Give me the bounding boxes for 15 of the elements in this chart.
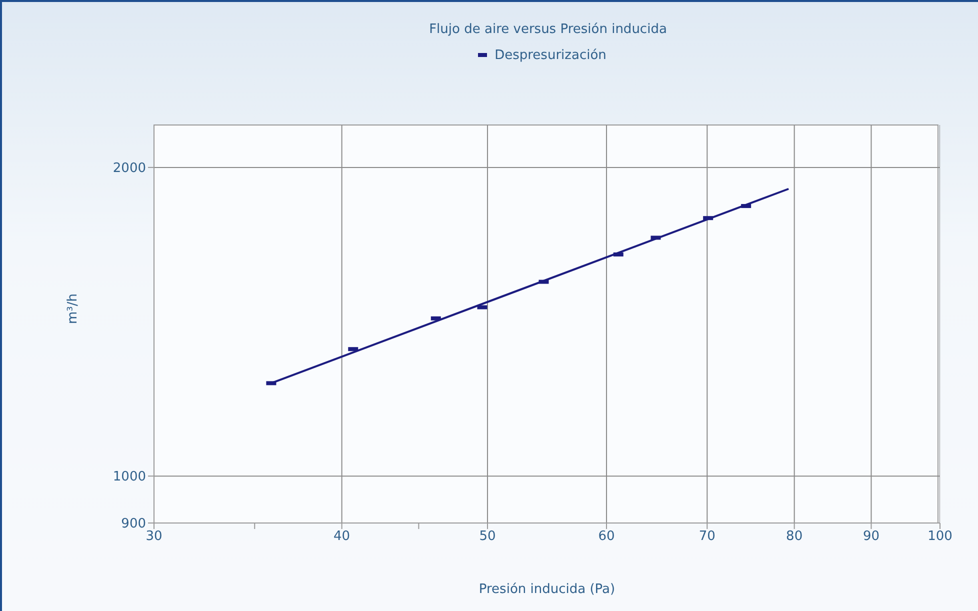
x-axis-title: Presión inducida (Pa)	[478, 582, 616, 597]
x-tick-label: 60	[598, 529, 615, 544]
x-tick-label: 90	[862, 529, 880, 544]
chart-title: Flujo de aire versus Presión inducida	[428, 22, 668, 37]
y-tick-label: 2000	[112, 161, 146, 176]
x-tick-label: 30	[146, 529, 162, 544]
x-tick-label: 80	[786, 529, 803, 544]
y-tick-label: 900	[121, 516, 146, 532]
y-tick-label: 1000	[112, 470, 146, 485]
y-axis-title: m³/h	[66, 294, 81, 324]
x-tick-label: 100	[928, 529, 952, 544]
x-tick-label: 70	[698, 529, 716, 544]
x-tick-label: 40	[334, 529, 350, 544]
x-tick-label: 50	[479, 529, 496, 544]
legend-label: Despresurización	[494, 48, 606, 63]
